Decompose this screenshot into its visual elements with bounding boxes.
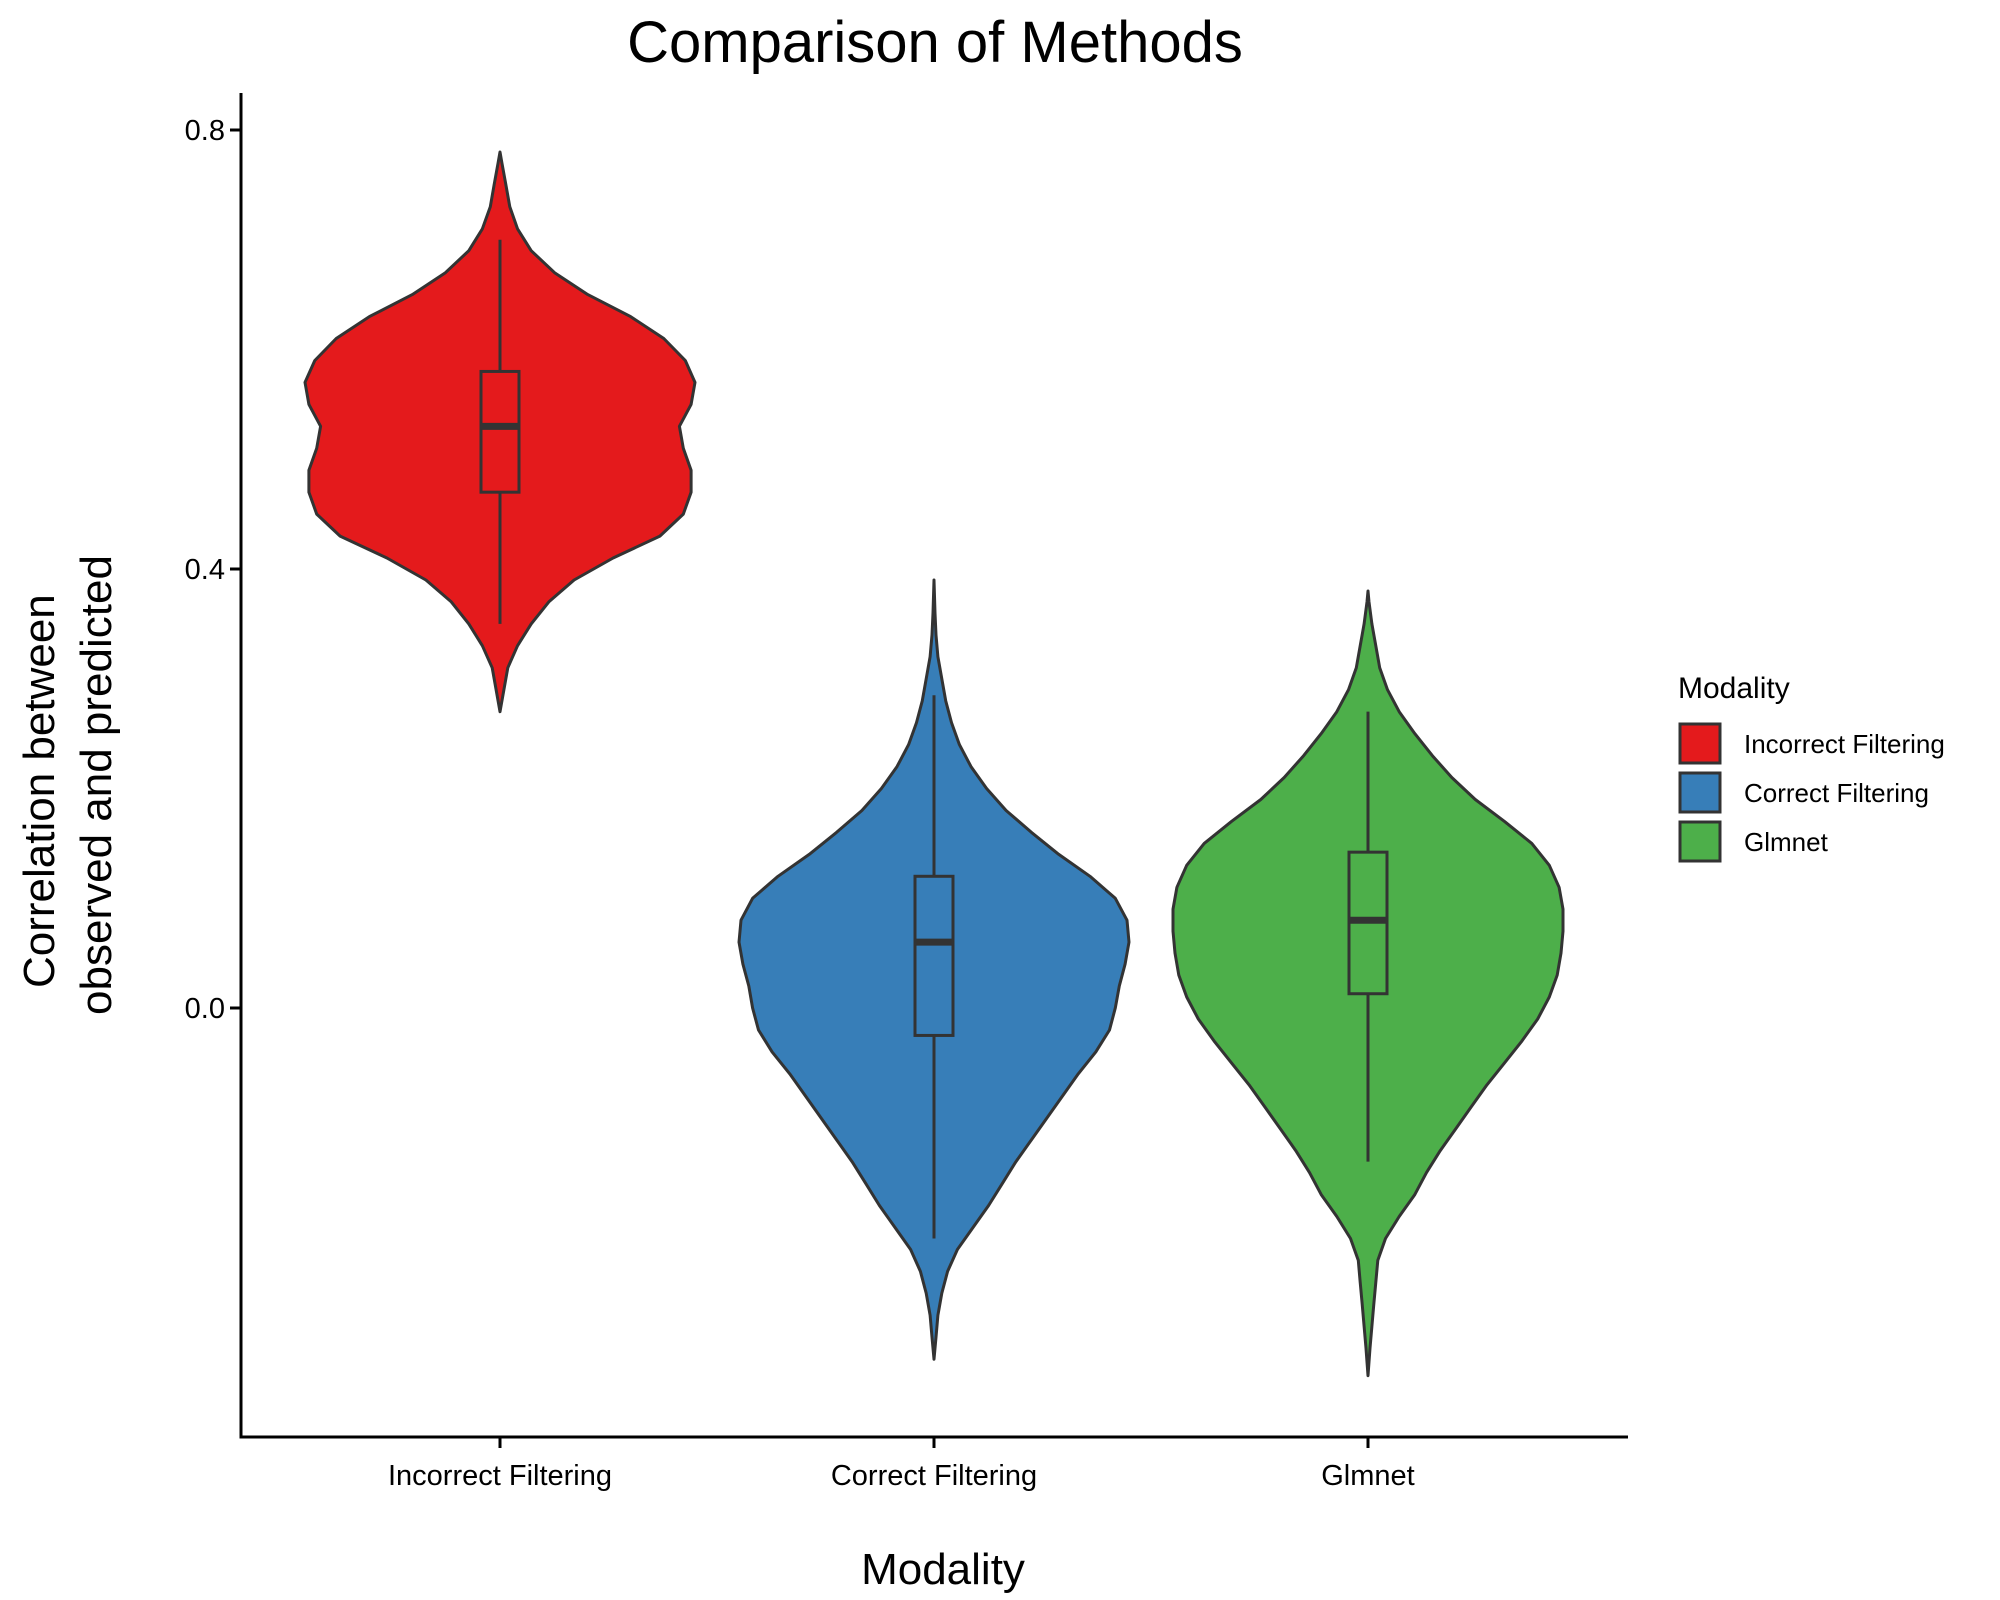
y-axis-title: Correlation between observed and predict… [15, 555, 121, 1015]
legend-key-correct-filtering [1678, 771, 1722, 814]
chart-title: Comparison of Methods [627, 10, 1243, 75]
x-tick-label: Incorrect Filtering [388, 1460, 612, 1492]
violin-glmnet [1171, 589, 1565, 1378]
x-axis-title: Modality [861, 1545, 1025, 1594]
legend-label-glmnet: Glmnet [1744, 827, 1829, 857]
x-tick-label: Glmnet [1321, 1460, 1414, 1492]
box-correct-filtering [913, 874, 955, 1037]
legend-key-incorrect-filtering [1678, 722, 1722, 765]
x-tick-label: Correct Filtering [831, 1460, 1037, 1492]
y-tick-label: 0.4 [185, 554, 225, 586]
y-axis-title-line-1: Correlation between [15, 594, 64, 988]
legend-title: Modality [1678, 672, 1790, 705]
legend-key-glmnet [1678, 820, 1722, 863]
y-axis-title-line-2: observed and predicted [72, 555, 121, 1015]
legend-label-correct-filtering: Correct Filtering [1744, 778, 1929, 808]
y-axis: 0.0 0.4 0.8 [185, 115, 241, 1025]
violin-incorrect-filtering [303, 150, 697, 714]
y-tick-label: 0.0 [185, 993, 225, 1025]
y-tick-label: 0.8 [185, 115, 225, 147]
x-axis: Incorrect Filtering Correct Filtering Glmn… [388, 1437, 1415, 1492]
legend-label-incorrect-filtering: Incorrect Filtering [1744, 729, 1945, 759]
violin-correct-filtering [737, 578, 1131, 1361]
legend: Modality Incorrect Filtering Correct Filt… [1678, 672, 1945, 863]
plot-panel [303, 150, 1565, 1378]
box-incorrect-filtering [479, 369, 521, 494]
